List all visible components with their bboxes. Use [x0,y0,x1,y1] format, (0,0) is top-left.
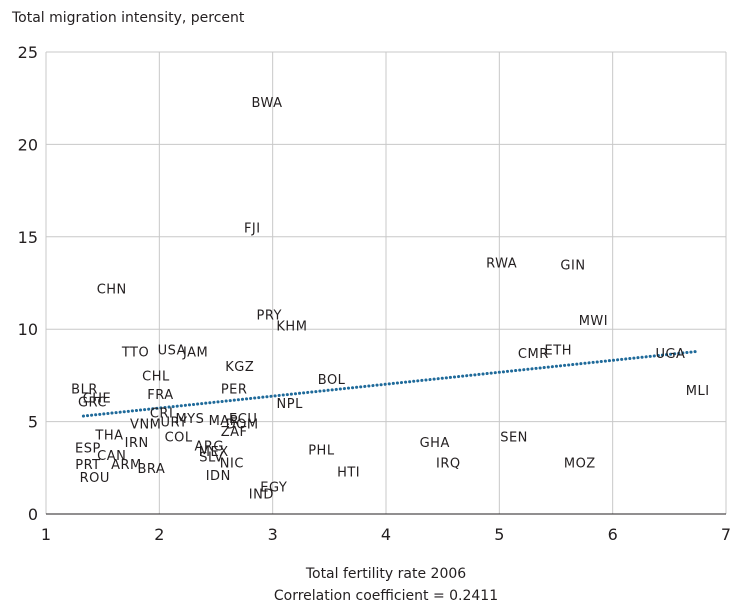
point-label: JAM [182,345,208,360]
point-label: VNM [130,417,161,432]
y-tick-label: 20 [18,135,38,154]
y-tick-label: 25 [18,43,38,62]
point-label: NIC [220,456,244,471]
point-label: MOZ [564,456,596,471]
point-label: URY [160,416,187,431]
point-label: KHM [276,320,307,335]
x-axis-title: Total fertility rate 2006 [305,566,466,582]
point-label: BLR [71,382,98,397]
point-label: ROU [80,471,110,486]
y-tick-label: 0 [28,505,38,524]
point-label: GIN [560,259,585,274]
trend-line [81,349,700,418]
point-label: HTI [337,465,360,480]
point-label: THA [94,429,123,444]
point-label: MWI [579,314,608,329]
x-tick-label: 6 [608,525,618,544]
point-label: IRQ [436,456,461,471]
x-tick-label: 2 [154,525,164,544]
point-label: GRC [78,395,107,410]
y-axis-title: Total migration intensity, percent [11,10,245,26]
y-tick-label: 10 [18,320,38,339]
x-tick-label: 4 [381,525,391,544]
point-label: SLV [199,451,223,466]
point-label: PHL [308,443,335,458]
point-label: RWA [486,257,517,272]
point-label: KGZ [225,360,254,375]
point-label: CMR [518,347,549,362]
point-label: CRI [150,406,173,421]
point-label: MLI [686,384,710,399]
point-label: BWA [252,96,283,111]
point-label: UGA [655,347,685,362]
point-label: PER [221,382,248,397]
point-label: COL [165,430,193,445]
point-label: FJI [244,222,261,237]
x-tick-label: 5 [494,525,504,544]
point-label: ARM [111,458,142,473]
x-tick-label: 3 [268,525,278,544]
point-label: MAR [209,414,240,429]
point-label: BRA [137,462,165,477]
point-label: CHL [142,369,170,384]
point-label: ECU [229,412,257,427]
point-label: BOL [318,373,346,388]
point-label: ARG [194,440,224,455]
point-label: NPL [277,397,304,412]
point-label: FRA [147,388,173,403]
point-label: ETH [545,344,572,359]
point-label: PRT [75,458,100,473]
point-label: ZAF [221,425,248,440]
point-label: DOM [226,417,259,432]
point-label: MEX [199,445,229,460]
point-label: IDN [206,469,231,484]
point-label: EGY [260,480,287,495]
y-tick-label: 5 [28,413,38,432]
subtitle: Correlation coefficient = 0.2411 [274,588,498,604]
x-tick-label: 7 [721,525,731,544]
point-label: PRY [257,308,282,323]
point-label: CHN [97,283,127,298]
point-label: IND [249,488,274,503]
point-label: SEN [500,430,528,445]
point-label: CAN [97,449,126,464]
point-label: ESP [75,441,101,456]
point-label: TTO [121,345,149,360]
point-label: GHA [420,436,450,451]
point-label: IRN [125,436,149,451]
point-label: USA [158,344,186,359]
x-tick-label: 1 [41,525,51,544]
point-label: MYS [175,412,204,427]
y-tick-label: 15 [18,228,38,247]
point-label: CHE [83,392,112,407]
